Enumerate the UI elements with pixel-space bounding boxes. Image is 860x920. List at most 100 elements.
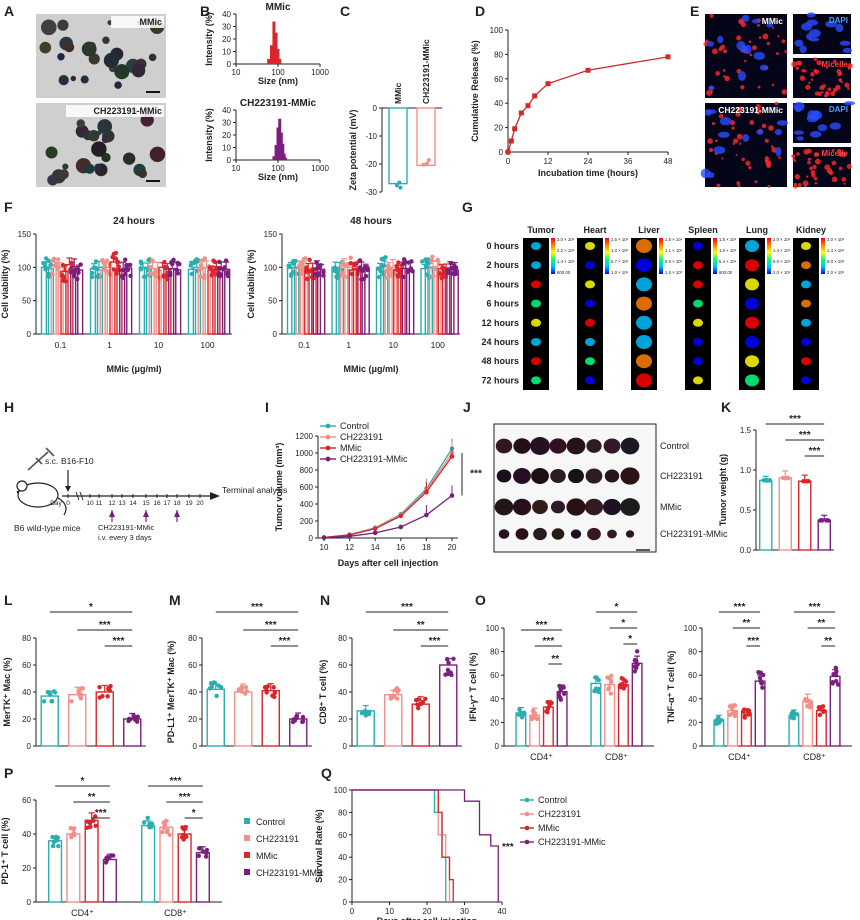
data-point <box>608 691 614 696</box>
nucleus <box>793 130 804 135</box>
significance-label: * <box>89 602 93 613</box>
x-tick-label: 16 <box>396 543 405 552</box>
release-point <box>505 149 511 155</box>
panel-letter: E <box>690 3 699 19</box>
y-tick-label: 40 <box>22 688 31 697</box>
time-label: 48 hours <box>481 356 519 366</box>
micelle-particle <box>102 36 110 44</box>
histogram-bar <box>272 156 276 160</box>
micelle-signal <box>799 75 806 81</box>
significance-label: *** <box>543 636 555 647</box>
micelle-particle <box>148 53 157 62</box>
x-axis-label: Days after cell injection <box>338 558 439 568</box>
significance-label: *** <box>809 602 821 613</box>
data-point <box>93 823 98 828</box>
organ-signal <box>585 261 595 270</box>
data-point <box>160 829 165 835</box>
organ-signal <box>636 335 652 349</box>
organ-label: Lung <box>746 225 768 235</box>
legend-marker <box>524 839 530 845</box>
tumor-specimen <box>551 528 565 540</box>
x-tick-label: CD8⁺ <box>605 752 628 762</box>
legend-marker <box>325 434 331 440</box>
y-tick-label: 80 <box>188 634 197 643</box>
data-point <box>316 271 322 276</box>
tumor-specimen <box>512 498 532 516</box>
micelle-signal <box>772 27 775 30</box>
growth-line <box>323 452 453 539</box>
legend-marker <box>524 797 530 803</box>
micelle-particle <box>47 174 59 186</box>
organ-signal <box>693 376 703 385</box>
micelle-particle <box>84 163 95 174</box>
y-tick-label: 0.0 <box>740 546 752 555</box>
panel-letter: H <box>4 399 14 415</box>
data-point <box>222 265 227 270</box>
data-point <box>207 265 213 270</box>
panel-letter: A <box>4 3 14 19</box>
x-tick-label: 0.1 <box>55 340 67 350</box>
organ-signal <box>636 258 652 273</box>
significance-label: *** <box>470 468 482 479</box>
mouse-body <box>17 482 59 508</box>
nucleus <box>706 40 714 47</box>
data-point <box>105 269 111 274</box>
data-point <box>55 257 61 262</box>
group-bar <box>798 480 812 551</box>
micelle-particle <box>39 41 52 54</box>
micelle-signal <box>761 123 767 129</box>
micelle-signal <box>703 42 708 47</box>
micelle-signal <box>828 170 834 176</box>
release-point <box>545 81 551 87</box>
data-point <box>175 271 181 276</box>
x-tick-label: 40 <box>498 907 507 916</box>
channel-label: Micelle <box>821 60 848 69</box>
micelle-signal <box>749 53 753 57</box>
colorbar-label: 600.00 <box>719 270 733 275</box>
data-point <box>303 256 308 261</box>
colorbar-label: 1.5 × 10⁴ <box>665 237 683 242</box>
data-point <box>50 272 55 277</box>
micelle-signal <box>749 120 755 125</box>
y-tick-label: 100 <box>264 263 278 272</box>
micelle-signal <box>776 52 779 56</box>
y-tick-label: 1000 <box>295 449 313 458</box>
image-label: MMic <box>140 17 163 27</box>
colorbar <box>713 238 717 274</box>
organ-signal <box>636 296 652 311</box>
y-tick-label: 1.0 <box>740 466 752 475</box>
organ-signal <box>585 357 595 366</box>
data-point <box>71 832 76 837</box>
y-tick-label: 20 <box>188 715 197 724</box>
micelle-signal <box>797 60 803 66</box>
data-point <box>606 675 612 680</box>
significance-label: *** <box>429 636 441 647</box>
data-point <box>365 265 370 270</box>
y-tick-label: -10 <box>365 132 377 141</box>
data-point <box>76 270 81 275</box>
data-point <box>52 690 58 695</box>
x-tick-label: 1 <box>346 340 351 350</box>
y-tick-label: 40 <box>338 853 347 862</box>
data-point <box>760 685 765 690</box>
data-point <box>114 271 119 276</box>
micelle-signal <box>767 184 771 188</box>
channel-label: DAPI <box>829 16 848 25</box>
y-tick-label: 20 <box>222 35 231 44</box>
micelle-particle <box>88 53 100 65</box>
panel-letter: J <box>463 399 471 415</box>
nucleus <box>843 101 856 106</box>
data-point <box>214 693 219 699</box>
data-point <box>126 716 132 722</box>
y-tick-label: 150 <box>264 230 278 239</box>
data-point <box>164 829 170 835</box>
micelle-particle <box>149 146 166 163</box>
colorbar-label: 1.4 × 10⁵ <box>557 259 575 264</box>
significance-label: * <box>615 602 619 613</box>
x-axis-label: MMic (μg/ml) <box>106 364 161 374</box>
micelle-signal <box>732 142 735 146</box>
colorbar-label: 1.5 × 10⁵ <box>719 237 737 242</box>
tumor-specimen <box>584 498 604 516</box>
data-point <box>162 264 168 270</box>
data-point <box>243 685 249 690</box>
